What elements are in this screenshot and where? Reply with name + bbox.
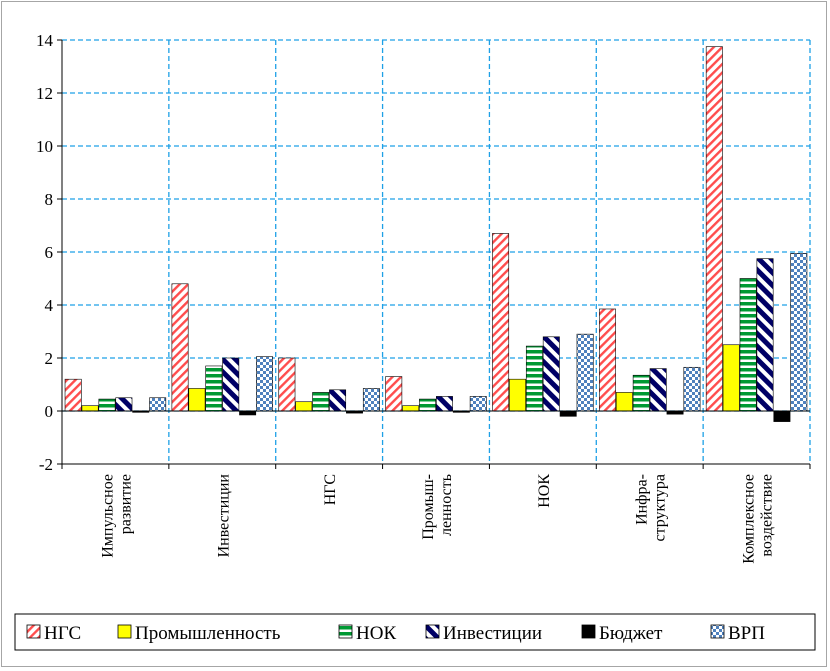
bar-6-2 <box>256 356 273 412</box>
bar-3-6 <box>632 374 650 412</box>
legend-swatch-6 <box>710 624 725 639</box>
y-tick-label: -2 <box>39 455 53 474</box>
bar-4-5 <box>542 336 560 412</box>
bar-2-6 <box>615 392 633 412</box>
bar-4-6 <box>649 368 667 412</box>
bar-3-3 <box>312 392 330 412</box>
bar-1-7 <box>705 46 723 412</box>
category-label: НГС <box>322 474 339 505</box>
y-tick-label: 14 <box>36 31 54 50</box>
category-label: воздействие <box>759 474 776 557</box>
category-label: Инвестиции <box>215 474 232 558</box>
y-tick-label: 0 <box>45 402 54 421</box>
bar-6-6 <box>683 366 701 412</box>
legend-swatch-4 <box>425 624 440 639</box>
bar-4-3 <box>329 389 347 412</box>
bar-3-7 <box>739 278 757 412</box>
legend: НГС Промышленность НОК Инвестиции Бюджет ВРП <box>14 613 816 651</box>
bar-2-5 <box>509 378 526 412</box>
legend-label-6: ВРП <box>728 623 765 644</box>
y-tick-label: 10 <box>36 137 53 156</box>
category-label: НОК <box>536 474 553 508</box>
category-label: ленность <box>438 474 455 536</box>
y-axis-ticks: -2 0 2 4 6 8 10 12 14 <box>36 31 54 474</box>
legend-swatch-5 <box>581 624 596 639</box>
bar-4-1 <box>115 397 133 412</box>
bar-2-2 <box>188 388 206 412</box>
legend-label-2: Промышленность <box>135 623 281 644</box>
bar-1-6 <box>599 308 616 412</box>
bar-5-2 <box>239 410 257 416</box>
bar-3-1 <box>98 398 116 412</box>
bar-5-5 <box>559 410 577 417</box>
category-label: структура <box>652 474 669 542</box>
bar-2-1 <box>81 405 99 412</box>
legend-label-1: НГС <box>44 623 81 644</box>
legend-label-3: НОК <box>356 623 396 644</box>
y-tick-label: 12 <box>36 84 53 103</box>
bar-4-4 <box>435 396 453 412</box>
legend-label-5: Бюджет <box>599 623 663 644</box>
bar-6-3 <box>362 388 380 412</box>
bar-1-1 <box>64 378 82 412</box>
bar-6-5 <box>576 333 594 412</box>
y-tick-label: 2 <box>45 349 54 368</box>
bar-1-2 <box>171 283 189 412</box>
y-tick-label: 4 <box>45 296 54 315</box>
bar-1-4 <box>385 376 403 412</box>
category-label: развитие <box>117 474 134 534</box>
bar-2-3 <box>295 401 313 412</box>
bar-3-4 <box>419 398 436 412</box>
bar-3-2 <box>205 365 223 412</box>
bar-6-4 <box>469 396 487 412</box>
legend-label-4: Инвестиции <box>443 623 542 644</box>
legend-swatch-1 <box>26 624 41 639</box>
bar-4-2 <box>222 357 240 412</box>
y-tick-label: 8 <box>45 190 54 209</box>
bar-6-7 <box>790 253 808 412</box>
bar-1-3 <box>278 357 296 412</box>
bar-1-5 <box>492 233 510 412</box>
bars-layer <box>64 46 808 422</box>
category-label: Инфра- <box>634 474 651 525</box>
legend-swatch-2 <box>117 624 132 639</box>
x-axis-categories: Импульсное развитие Инвестиции НГС Промыш-ле… <box>99 474 775 564</box>
bar-5-7 <box>773 410 791 422</box>
bar-2-7 <box>722 344 740 412</box>
axes <box>57 39 811 469</box>
bar-2-4 <box>402 405 420 412</box>
category-label: Импульсное <box>99 474 116 558</box>
bar-4-7 <box>756 258 774 412</box>
bar-3-5 <box>525 345 543 412</box>
category-label: Промыш- <box>420 474 437 540</box>
y-tick-label: 6 <box>45 243 54 262</box>
bar-6-1 <box>149 397 167 412</box>
category-label: Комплексное <box>741 474 758 564</box>
legend-box <box>14 613 816 651</box>
legend-swatch-3 <box>338 624 353 639</box>
